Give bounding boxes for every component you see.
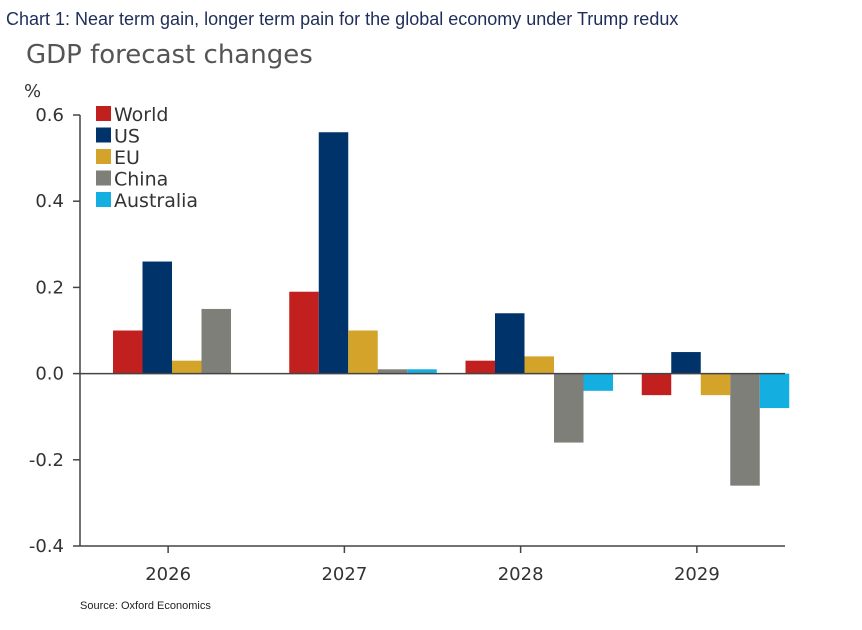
- page-title: Chart 1: Near term gain, longer term pai…: [6, 9, 679, 29]
- bar-australia-2028: [583, 373, 613, 391]
- y-unit-label: %: [24, 81, 41, 102]
- bar-us-2029: [671, 352, 701, 374]
- axes-group: [79, 115, 785, 547]
- x-axis: 2026 2027 2028 2029: [145, 546, 720, 585]
- bars-group: [113, 132, 790, 486]
- legend-swatch-china: [96, 170, 111, 186]
- bar-eu-2027: [348, 330, 378, 374]
- legend-swatch-world: [96, 106, 111, 121]
- y-tick-label: 0.4: [35, 191, 64, 212]
- x-tick-label: 2026: [145, 564, 191, 585]
- y-tick-label: 0.6: [35, 105, 64, 126]
- x-tick-label: 2029: [674, 564, 720, 585]
- legend-swatch-us: [96, 127, 111, 143]
- bar-australia-2027: [407, 369, 437, 374]
- legend-swatch-australia: [96, 192, 111, 207]
- x-tick-label: 2027: [321, 564, 367, 585]
- bar-eu-2028: [524, 356, 554, 374]
- legend-label-world: World: [114, 104, 168, 126]
- bar-us-2027: [318, 132, 349, 374]
- bar-china-2028: [554, 373, 584, 443]
- bar-world-2029: [641, 373, 672, 396]
- legend-label-australia: Australia: [114, 190, 198, 212]
- bar-eu-2029: [700, 373, 731, 396]
- x-tick-label: 2028: [498, 564, 544, 585]
- y-tick-label: -0.4: [29, 536, 64, 557]
- y-tick-label: 0.0: [35, 364, 64, 385]
- bar-us-2026: [142, 261, 172, 374]
- legend-label-china: China: [114, 169, 168, 191]
- bar-world-2026: [113, 330, 143, 374]
- legend-swatch-eu: [96, 149, 111, 164]
- bar-china-2027: [377, 369, 408, 374]
- legend-label-eu: EU: [114, 147, 140, 169]
- bar-eu-2026: [172, 360, 202, 374]
- bar-world-2027: [289, 291, 319, 374]
- bar-australia-2029: [759, 373, 790, 409]
- y-tick-label: -0.2: [29, 450, 64, 471]
- bar-china-2029: [730, 373, 760, 486]
- bar-world-2028: [465, 360, 495, 374]
- source-note: Source: Oxford Economics: [80, 600, 211, 612]
- legend-label-us: US: [114, 126, 140, 148]
- chart-title: GDP forecast changes: [26, 40, 313, 70]
- y-tick-label: 0.2: [35, 277, 64, 298]
- y-axis: 0.6 0.4 0.2 0.0 -0.2 -0.4: [29, 105, 80, 557]
- bar-china-2026: [201, 308, 231, 374]
- bar-us-2028: [495, 313, 525, 374]
